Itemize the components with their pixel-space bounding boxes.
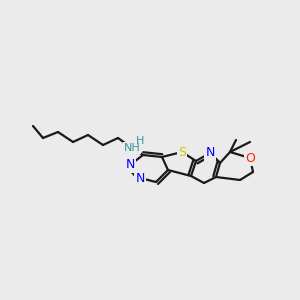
Text: S: S [178, 146, 186, 158]
Text: H: H [136, 136, 144, 146]
Text: N: N [125, 158, 135, 172]
Text: N: N [135, 172, 145, 184]
Text: NH: NH [124, 143, 140, 153]
Text: O: O [245, 152, 255, 164]
Text: N: N [205, 146, 215, 160]
